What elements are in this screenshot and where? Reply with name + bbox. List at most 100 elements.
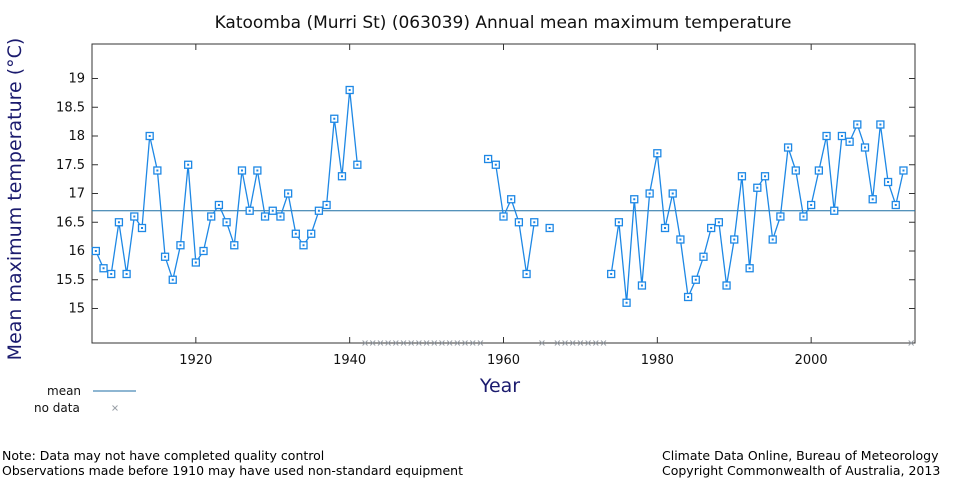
cross-stroke xyxy=(592,340,599,346)
no-data-mark xyxy=(400,340,407,346)
no-data-mark xyxy=(431,340,438,346)
data-point-center xyxy=(725,284,728,287)
no-data-mark xyxy=(439,340,445,346)
no-data-mark xyxy=(446,340,453,346)
no-data-mark xyxy=(385,340,391,346)
cross-stroke xyxy=(539,340,545,346)
data-point-center xyxy=(140,227,143,229)
data-point-center xyxy=(856,123,859,126)
data-point-center xyxy=(810,204,813,206)
cross-stroke xyxy=(554,340,561,346)
data-point-center xyxy=(633,198,636,201)
cross-stroke xyxy=(112,405,118,411)
legend-nodata-label: no data xyxy=(34,401,80,415)
data-point-center xyxy=(840,135,843,137)
data-point-center xyxy=(648,192,651,195)
cross-stroke xyxy=(392,340,399,346)
data-point-center xyxy=(271,209,274,212)
cross-stroke xyxy=(408,340,415,346)
series-layer xyxy=(91,85,908,307)
no-data-mark xyxy=(369,340,376,346)
no-data-mark xyxy=(569,340,576,346)
data-point-center xyxy=(348,89,351,91)
x-tick-label: 1920 xyxy=(179,353,212,368)
data-point-center xyxy=(502,215,505,218)
y-tick-label: 18.5 xyxy=(56,100,85,115)
x-tick-label: 1960 xyxy=(487,353,520,368)
no-data-mark xyxy=(477,340,484,346)
data-note: Note: Data may not have completed qualit… xyxy=(2,448,463,478)
data-point-center xyxy=(548,227,551,229)
data-point-center xyxy=(248,209,251,212)
data-point-center xyxy=(279,215,282,218)
cross-stroke xyxy=(377,340,384,346)
y-tick-label: 19 xyxy=(68,72,85,87)
data-point-center xyxy=(617,221,620,224)
no-data-mark xyxy=(600,340,607,346)
data-point-center xyxy=(217,204,220,206)
data-point-center xyxy=(517,221,520,224)
data-point-center xyxy=(164,255,167,258)
data-point-center xyxy=(225,221,228,224)
data-point-center xyxy=(525,273,528,275)
data-point-center xyxy=(156,169,159,172)
no-data-mark xyxy=(362,340,368,346)
legend: mean no data xyxy=(34,384,136,415)
x-axis-label: Year xyxy=(479,375,520,397)
cross-stroke xyxy=(908,340,915,346)
data-point-center xyxy=(294,232,297,235)
data-point-center xyxy=(117,221,120,224)
data-point-center xyxy=(879,123,882,126)
y-tick-label: 17 xyxy=(68,187,85,202)
cross-stroke xyxy=(477,340,484,346)
data-point-center xyxy=(125,273,128,275)
data-point-center xyxy=(487,158,490,160)
cross-stroke xyxy=(416,340,422,346)
cross-stroke xyxy=(600,340,607,346)
data-point-center xyxy=(748,267,751,270)
data-point-center xyxy=(256,169,259,172)
x-tick-label: 1980 xyxy=(641,353,674,368)
no-data-mark xyxy=(577,340,584,346)
data-point-center xyxy=(794,169,797,172)
y-axis: 15 15.5 16 16.5 17 17.5 18 18.5 19 xyxy=(56,72,915,317)
y-tick-label: 16 xyxy=(68,244,85,259)
x-axis: 1920 1940 1960 1980 2000 xyxy=(179,44,828,368)
data-point-center xyxy=(233,244,236,247)
data-point-center xyxy=(802,215,805,218)
data-point-center xyxy=(179,244,182,247)
no-data-mark xyxy=(462,340,468,346)
series-line xyxy=(487,158,535,275)
data-point-center xyxy=(110,273,113,275)
legend-nodata-swatch xyxy=(112,405,118,411)
data-point-center xyxy=(656,152,659,155)
cross-stroke xyxy=(577,340,584,346)
data-point-center xyxy=(171,278,174,281)
data-point-center xyxy=(610,273,613,275)
series-line xyxy=(95,89,359,283)
no-data-mark xyxy=(554,340,561,346)
no-data-mark xyxy=(585,340,591,346)
data-point-center xyxy=(848,140,851,143)
cross-stroke xyxy=(369,340,376,346)
data-point-center xyxy=(740,175,743,178)
no-data-mark xyxy=(592,340,599,346)
data-point-center xyxy=(202,250,205,252)
y-tick-label: 18 xyxy=(68,129,85,144)
credit-copyright: Copyright Commonwealth of Australia, 201… xyxy=(662,463,941,478)
data-point-center xyxy=(864,146,867,149)
no-data-layer xyxy=(362,340,915,346)
data-point-center xyxy=(240,169,243,172)
data-point-center xyxy=(148,135,151,137)
data-point-center xyxy=(902,169,905,172)
no-data-mark xyxy=(377,340,384,346)
cross-stroke xyxy=(362,340,368,346)
data-point-center xyxy=(733,238,736,241)
no-data-mark xyxy=(539,340,545,346)
data-point-center xyxy=(679,238,682,241)
data-point-center xyxy=(779,215,782,218)
data-point-center xyxy=(664,227,667,229)
cross-stroke xyxy=(469,340,476,346)
cross-stroke xyxy=(439,340,445,346)
